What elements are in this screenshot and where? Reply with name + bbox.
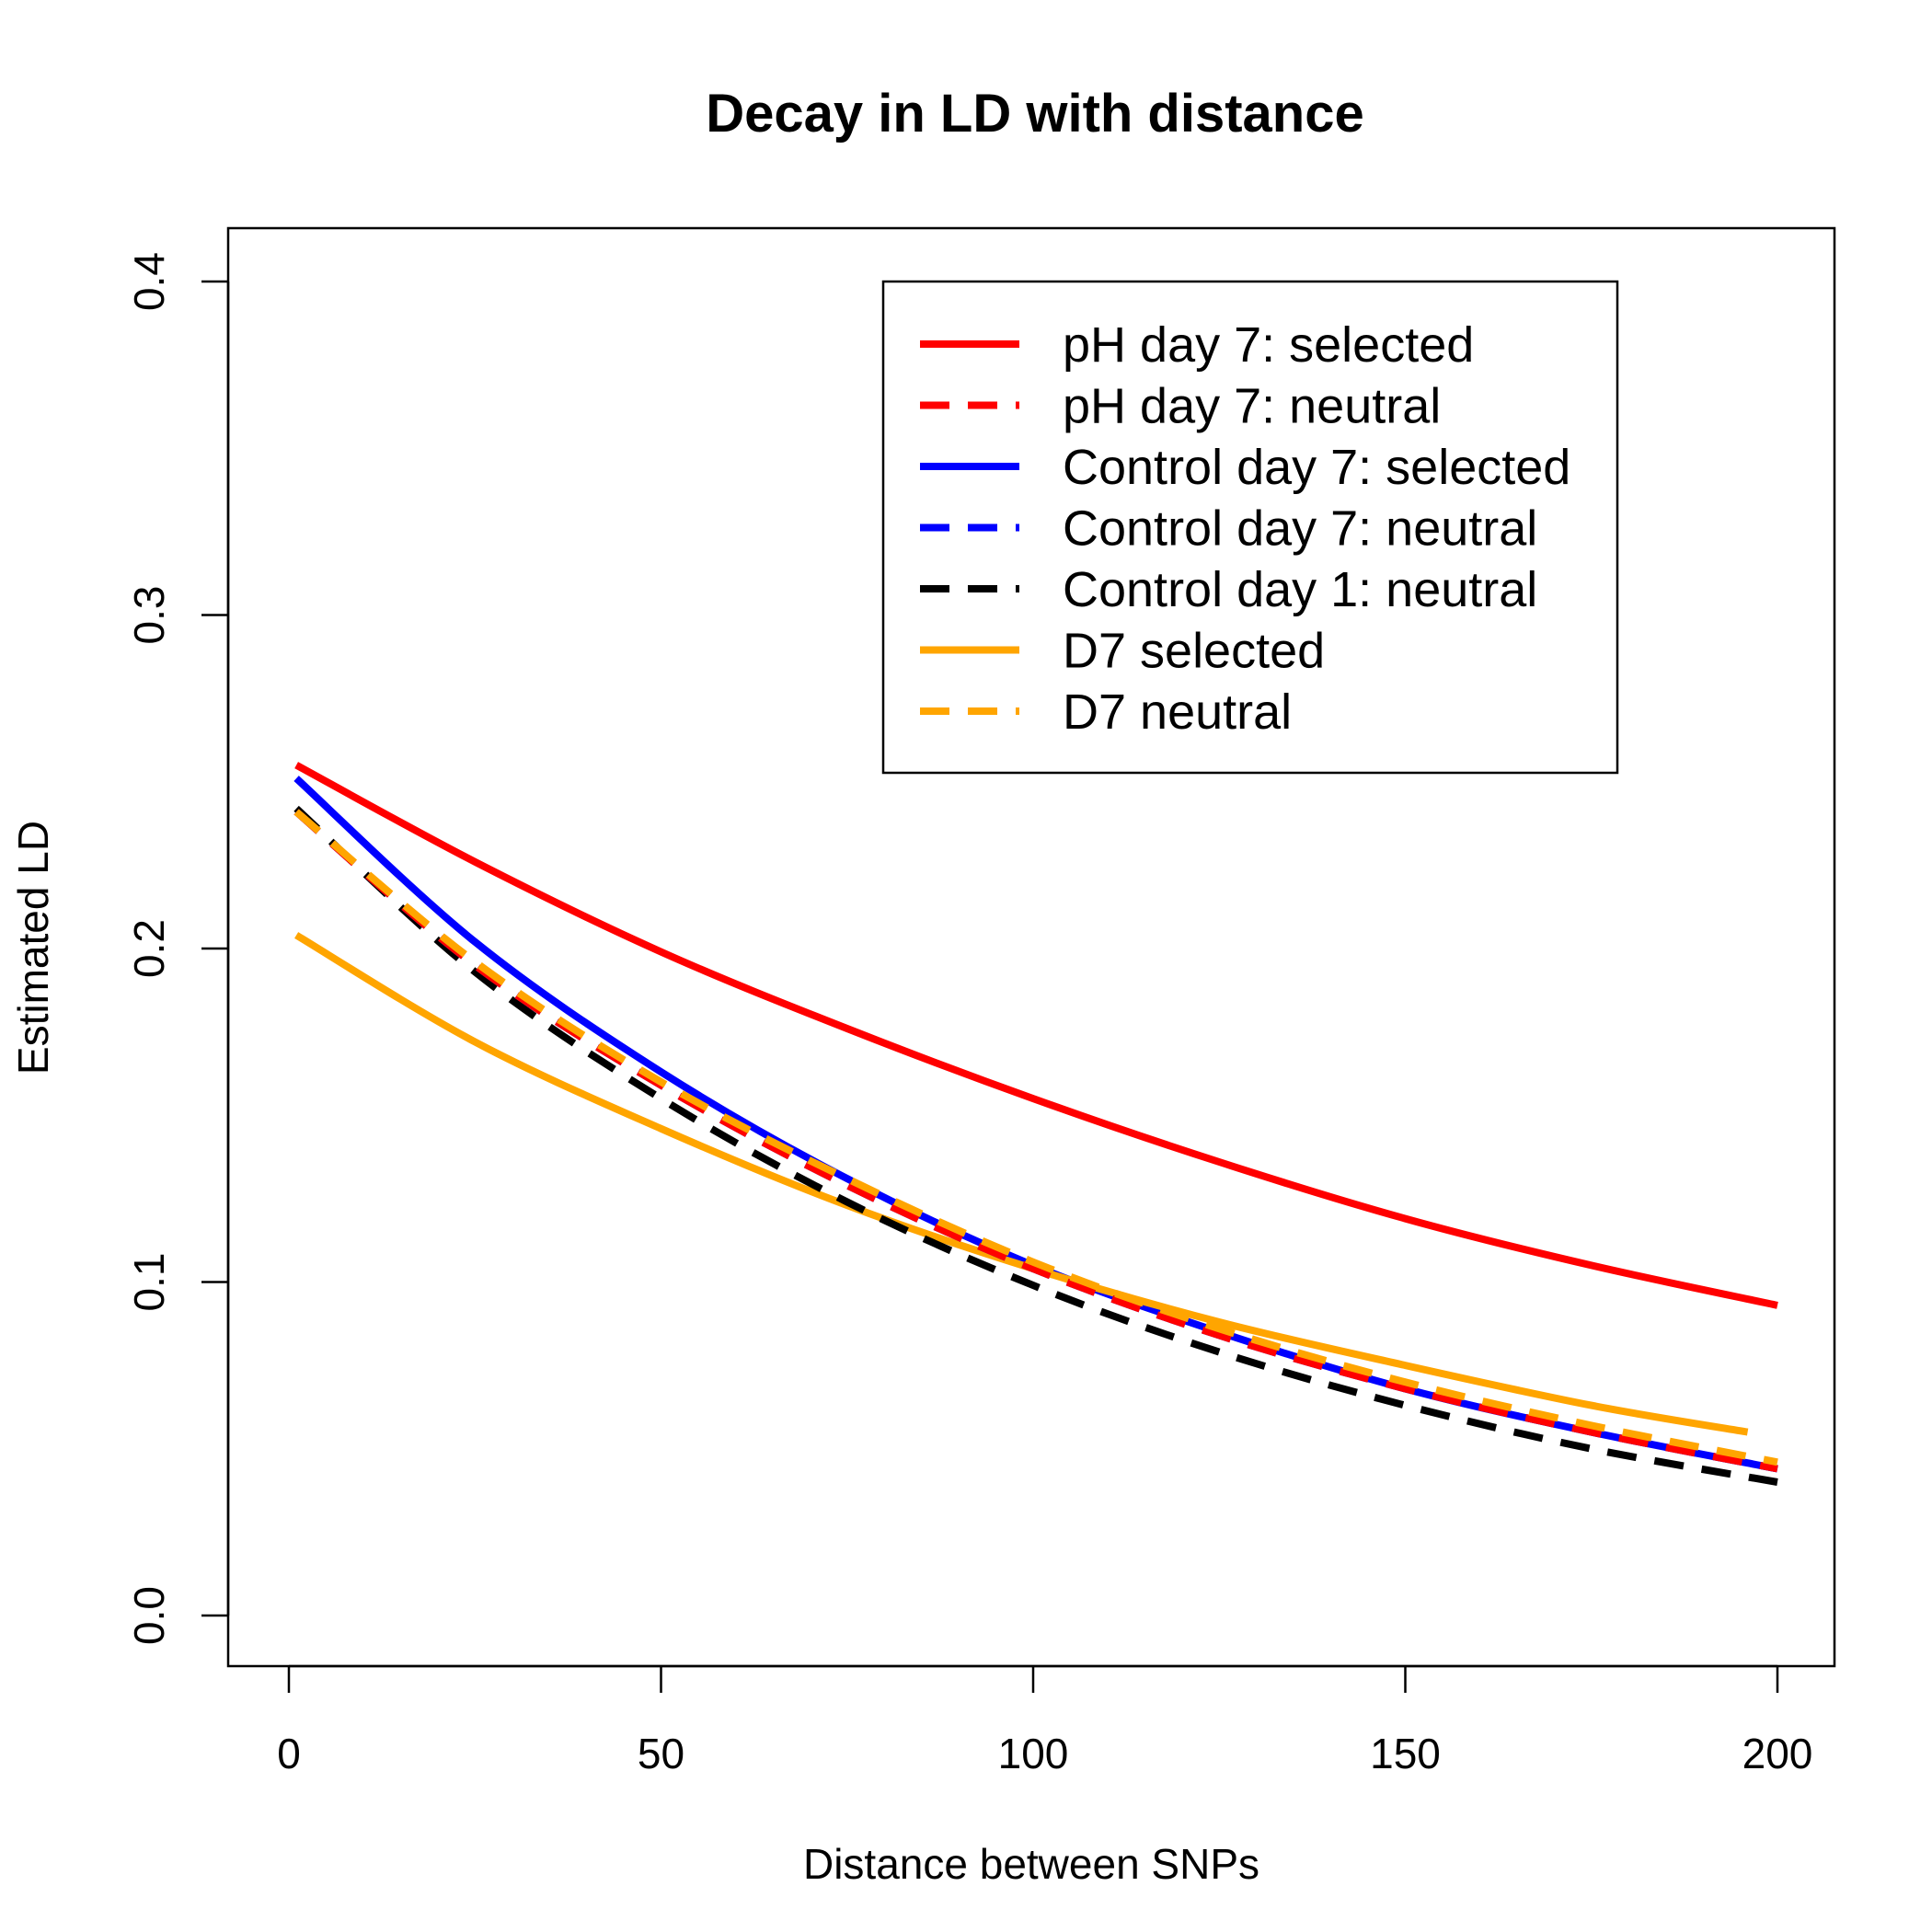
legend-label: Control day 1: neutral <box>1063 562 1537 617</box>
x-axis-label: Distance between SNPs <box>803 1840 1259 1888</box>
x-tick-label: 0 <box>277 1730 301 1777</box>
series-line-2 <box>293 776 1778 1473</box>
legend-items: pH day 7: selected pH day 7: neutral Contr… <box>920 317 1570 740</box>
legend-label: pH day 7: neutral <box>1063 379 1441 434</box>
legend-label: D7 neutral <box>1063 684 1292 740</box>
chart-title: Decay in LD with distance <box>706 84 1364 144</box>
x-tick-label: 100 <box>998 1730 1069 1777</box>
legend-label: pH day 7: selected <box>1063 317 1474 373</box>
x-axis: 0 50 100 150 200 <box>277 1664 1813 1777</box>
series-line-5 <box>294 932 1749 1436</box>
series-line-4 <box>293 805 1778 1486</box>
x-tick-label: 150 <box>1370 1730 1441 1777</box>
legend-label: Control day 7: selected <box>1063 440 1570 495</box>
legend-label: D7 selected <box>1063 624 1325 679</box>
series-layer <box>293 762 1778 1486</box>
y-axis-label: Estimated LD <box>9 821 57 1075</box>
legend-box <box>881 280 1619 775</box>
series-line-1 <box>293 809 1778 1473</box>
y-axis: 0.0 0.1 0.2 0.3 0.4 <box>125 252 230 1645</box>
legend: pH day 7: selected pH day 7: neutral Contr… <box>881 280 1619 775</box>
series-line-6 <box>293 809 1778 1466</box>
x-tick-label: 200 <box>1742 1730 1813 1777</box>
y-tick-label: 0.0 <box>125 1586 173 1645</box>
y-tick-label: 0.1 <box>125 1253 173 1312</box>
legend-label: Control day 7: neutral <box>1063 501 1537 557</box>
y-tick-label: 0.4 <box>125 252 173 311</box>
x-tick-label: 50 <box>638 1730 684 1777</box>
series-line-0 <box>294 762 1778 1309</box>
series-line-3 <box>293 809 1778 1473</box>
y-tick-label: 0.3 <box>125 586 173 645</box>
y-tick-label: 0.2 <box>125 919 173 978</box>
